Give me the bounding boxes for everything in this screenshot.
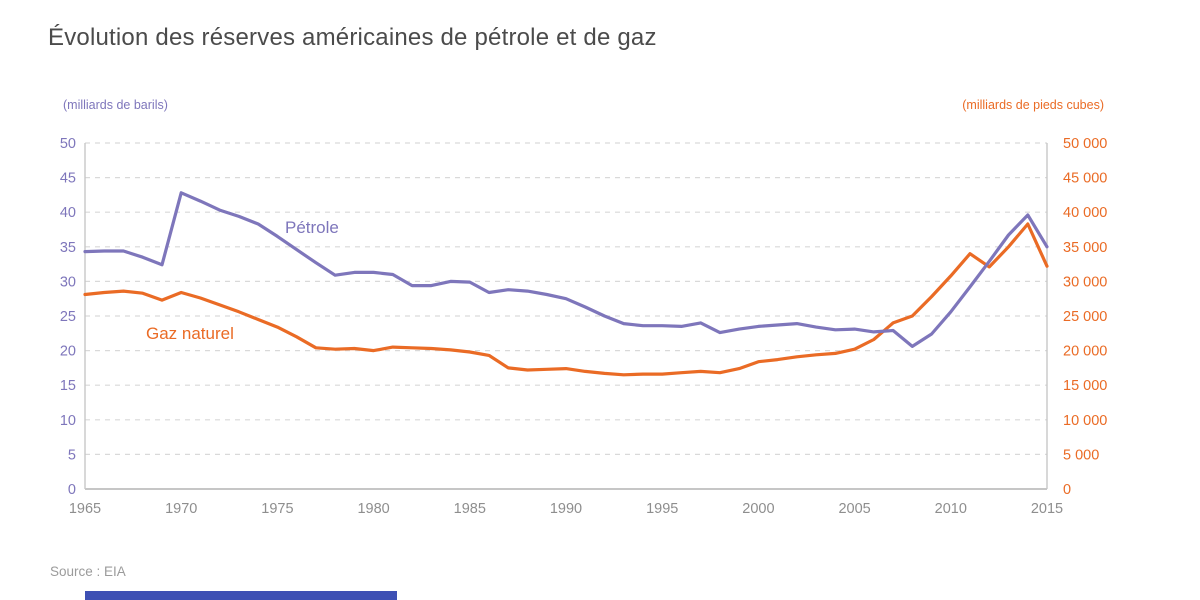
- y-axis-tick-label-right: 35 000: [1063, 240, 1107, 256]
- petrole-series-label: Pétrole: [285, 218, 339, 237]
- y-axis-tick-label-left: 35: [60, 240, 76, 256]
- petrole-line: [83, 191, 1049, 348]
- y-axis-tick-label-right: 30 000: [1063, 274, 1107, 290]
- y-axis-tick-label-left: 20: [60, 344, 76, 360]
- x-axis-tick-label: 1985: [454, 501, 486, 517]
- x-axis-tick-label: 1975: [261, 501, 293, 517]
- y-axis-tick-label-left: 15: [60, 378, 76, 394]
- source-text: Source : EIA: [50, 564, 126, 579]
- left-axis-unit-label: (milliards de barils): [63, 98, 168, 112]
- y-axis-tick-label-right: 15 000: [1063, 378, 1107, 394]
- x-axis-tick-label: 1990: [550, 501, 582, 517]
- y-axis-tick-label-right: 5 000: [1063, 447, 1099, 463]
- x-axis-tick-label: 1965: [69, 501, 101, 517]
- x-axis-tick-label: 1995: [646, 501, 678, 517]
- y-axis-tick-label-right: 0: [1063, 482, 1071, 498]
- y-axis-tick-label-left: 0: [68, 482, 76, 498]
- y-axis-tick-label-left: 10: [60, 413, 76, 429]
- x-axis-tick-label: 1970: [165, 501, 197, 517]
- x-axis-tick-label: 2010: [935, 501, 967, 517]
- x-axis-tick-label: 2000: [742, 501, 774, 517]
- line-chart: 0 5 10 15 20 25 30 35 40 45 50 0 5 000 10 000 15 000 20…: [60, 136, 1108, 517]
- y-axis-tick-label-left: 5: [68, 447, 76, 463]
- y-axis-tick-label-right: 45 000: [1063, 171, 1107, 187]
- footer-accent-bar: [85, 591, 397, 600]
- y-axis-tick-label-right: 10 000: [1063, 413, 1107, 429]
- gaz-naturel-series-label: Gaz naturel: [146, 324, 234, 343]
- y-axis-tick-label-left: 40: [60, 205, 76, 221]
- y-axis-tick-label-right: 50 000: [1063, 136, 1107, 152]
- y-axis-tick-label-left: 50: [60, 136, 76, 152]
- y-axis-tick-label-left: 45: [60, 171, 76, 187]
- y-axis-tick-label-right: 20 000: [1063, 344, 1107, 360]
- gaz-naturel-line: [83, 222, 1049, 377]
- right-axis-unit-label: (milliards de pieds cubes): [962, 98, 1104, 112]
- y-axis-tick-label-left: 25: [60, 309, 76, 325]
- y-axis-tick-label-right: 25 000: [1063, 309, 1107, 325]
- x-axis-tick-label: 2005: [838, 501, 870, 517]
- page-title: Évolution des réserves américaines de pé…: [48, 24, 657, 51]
- y-axis-tick-label-left: 30: [60, 274, 76, 290]
- x-axis-tick-label: 2015: [1031, 501, 1063, 517]
- y-axis-tick-label-right: 40 000: [1063, 205, 1107, 221]
- x-axis-tick-label: 1980: [357, 501, 389, 517]
